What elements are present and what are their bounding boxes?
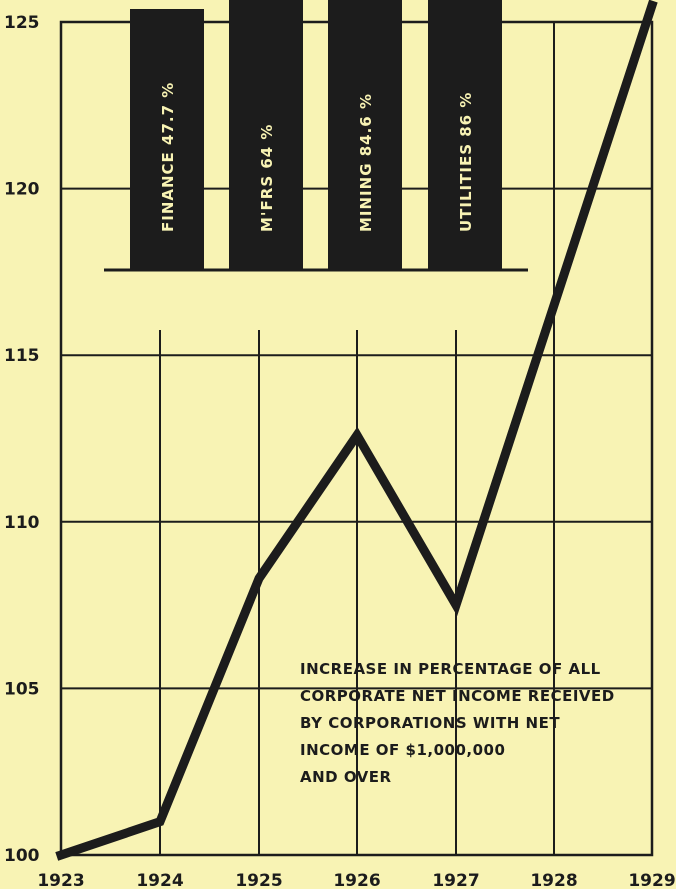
y-tick-120: 120 <box>4 180 40 200</box>
x-tick-1928: 1928 <box>530 871 577 889</box>
bar-label-finance: FINANCE 47.7 % <box>159 82 177 232</box>
y-tick-110: 110 <box>4 513 40 533</box>
x-tick-1929: 1929 <box>628 871 675 889</box>
bar-utilities <box>428 0 502 270</box>
y-tick-125: 125 <box>4 13 40 33</box>
x-tick-1926: 1926 <box>333 871 380 889</box>
annotation-line-4: INCOME OF $1,000,000 <box>300 741 505 759</box>
x-tick-1925: 1925 <box>235 871 282 889</box>
line-series <box>55 0 658 861</box>
bar-label-mining: MINING 84.6 % <box>357 93 375 232</box>
annotation-line-3: BY CORPORATIONS WITH NET <box>300 714 560 732</box>
bar-mining <box>328 0 402 270</box>
annotation-line-1: INCREASE IN PERCENTAGE OF ALL <box>300 660 601 678</box>
annotation-line-2: CORPORATE NET INCOME RECEIVED <box>300 687 615 705</box>
annotation-line-5: AND OVER <box>300 768 392 786</box>
bar-label-mfrs: M'FRS 64 % <box>258 124 276 232</box>
inset-bar-chart: FINANCE 47.7 % M'FRS 64 % MINING 84.6 % UTI… <box>104 0 528 272</box>
tick-labels: 100 105 110 115 120 125 1923 1924 1925 1926 1927 19… <box>4 13 676 889</box>
y-tick-105: 105 <box>4 679 40 699</box>
y-tick-115: 115 <box>4 346 40 366</box>
x-tick-1924: 1924 <box>136 871 183 889</box>
bar-label-utilities: UTILITIES 86 % <box>457 92 475 232</box>
annotation-block: INCREASE IN PERCENTAGE OF ALL CORPORATE N… <box>300 660 615 786</box>
y-tick-100: 100 <box>4 846 40 866</box>
x-tick-1927: 1927 <box>432 871 479 889</box>
bar-mfrs <box>229 0 303 270</box>
x-tick-1923: 1923 <box>37 871 84 889</box>
bar-finance <box>130 9 204 270</box>
